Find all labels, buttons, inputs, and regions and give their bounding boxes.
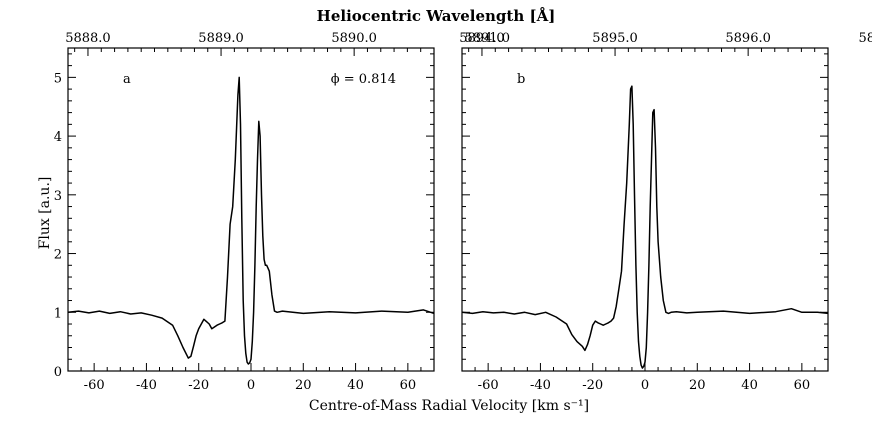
panel-a-label: a <box>123 72 131 87</box>
panel-a-top-tick-label: 5889.0 <box>198 31 244 46</box>
panel-b-x-tick-label: 40 <box>741 378 758 393</box>
panel-b-x-tick-label: 0 <box>641 378 649 393</box>
panel-a-top-tick-label: 5890.0 <box>331 31 377 46</box>
panel-a-y-tick-label: 0 <box>54 365 62 380</box>
panel-a-top-tick-label: 5888.0 <box>65 31 111 46</box>
panel-b-frame <box>461 47 829 372</box>
panel-a-x-tick-label: -20 <box>188 378 209 393</box>
panel-a-spectrum-line <box>67 76 435 365</box>
panel-b-top-tick-label: 5896.0 <box>725 31 771 46</box>
panel-a-y-tick-label: 2 <box>54 248 62 263</box>
panel-b-x-tick-label: -60 <box>478 378 499 393</box>
panel-a-phase-annotation: ϕ = 0.814 <box>331 72 396 87</box>
panel-b-x-tick-label: 60 <box>794 378 811 393</box>
panel-b-label: b <box>517 72 525 87</box>
panel-b: -60 -40 -20 0 20 40 60 5894.0 5895.0 5896.0 5897.0… <box>459 31 872 393</box>
panel-a-x-tick-label: 0 <box>247 378 255 393</box>
panel-a-x-tick-label: -40 <box>136 378 157 393</box>
panel-b-x-tick-label: -20 <box>582 378 603 393</box>
panel-a-x-tick-label: -60 <box>84 378 105 393</box>
top-axis-title: Heliocentric Wavelength [Å] <box>317 7 556 25</box>
panel-a-frame <box>67 47 435 372</box>
panel-a-y-tick-label: 1 <box>54 306 62 321</box>
panel-b-x-tick-label: -40 <box>530 378 551 393</box>
panel-a-x-tick-label: 40 <box>347 378 364 393</box>
panel-a-top-tick-label: 5891.0 <box>464 31 510 46</box>
panel-b-top-tick-label: 5894.0 <box>459 31 505 46</box>
panel-b-top-tick-label: 5895.0 <box>592 31 638 46</box>
panel-a-x-tick-label: 20 <box>295 378 312 393</box>
panel-b-spectrum-line <box>461 85 829 369</box>
panel-a-y-tick-label: 4 <box>54 130 62 145</box>
bottom-axis-title: Centre-of-Mass Radial Velocity [km s⁻¹] <box>309 398 589 414</box>
panel-a-y-tick-label: 3 <box>54 189 62 204</box>
y-axis-title: Flux [a.u.] <box>37 177 53 250</box>
panel-b-x-tick-label: 20 <box>689 378 706 393</box>
panel-b-top-tick-label: 5897.0 <box>858 31 872 46</box>
panel-a-y-tick-label: 5 <box>54 71 62 86</box>
panel-a-x-tick-label: 60 <box>400 378 417 393</box>
